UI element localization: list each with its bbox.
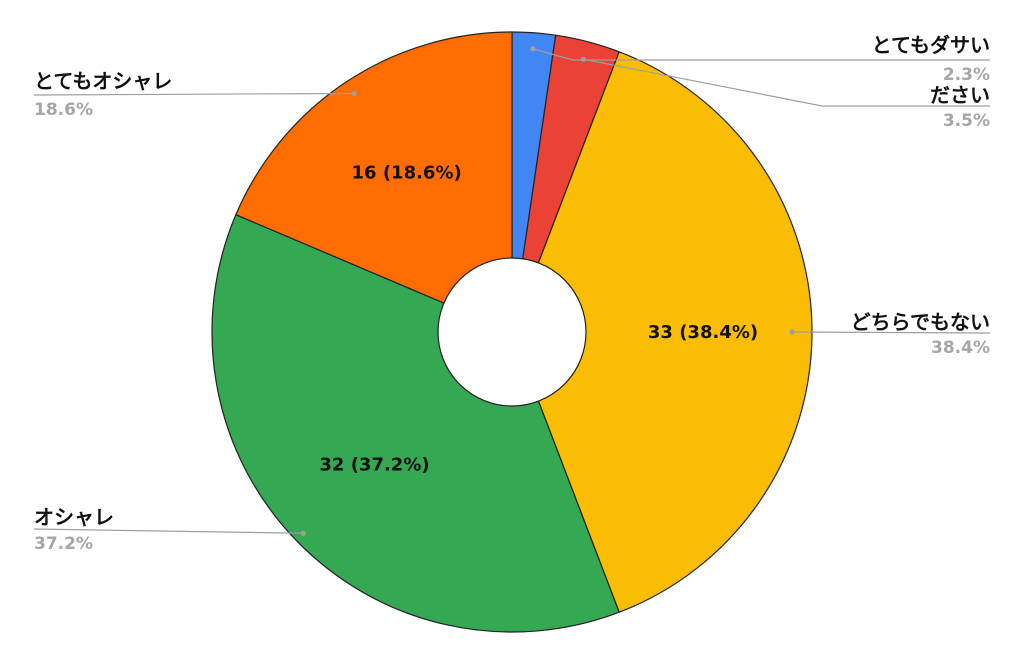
- slice-value-label: 32 (37.2%): [319, 455, 429, 476]
- leader-line: [532, 48, 990, 61]
- category-label: とてもオシャレ: [34, 69, 172, 93]
- chart-slices: [211, 31, 813, 633]
- slice-callouts: とてもダサい 2.3%ださい 3.5% どちらでもない 38.4% オシャレ 37.2% とて…: [33, 33, 991, 554]
- slice-value-label: 33 (38.4%): [648, 322, 758, 343]
- leader-line: [33, 92, 355, 96]
- percent-label: 3.5%: [943, 111, 990, 131]
- donut-hole: [437, 257, 587, 407]
- leader-line: [791, 331, 991, 334]
- leader-line: [583, 58, 990, 107]
- leader-line: [33, 528, 304, 534]
- percent-label: 38.4%: [931, 338, 990, 358]
- category-label: とてもダサい: [872, 33, 990, 57]
- slice-3-オシャレ: [211, 213, 620, 633]
- category-label: オシャレ: [34, 505, 114, 529]
- category-label: どちらでもない: [851, 310, 990, 334]
- percent-label: 18.6%: [34, 100, 93, 120]
- percent-label: 37.2%: [34, 534, 93, 554]
- slice-4-とてもオシャレ: [235, 31, 513, 333]
- slice-value-labels: 33 (38.4%) 32 (37.2%) 16 (18.6%): [319, 163, 758, 476]
- percent-label: 2.3%: [943, 65, 990, 85]
- category-label: ださい: [930, 83, 990, 107]
- slice-value-label: 16 (18.6%): [352, 163, 462, 184]
